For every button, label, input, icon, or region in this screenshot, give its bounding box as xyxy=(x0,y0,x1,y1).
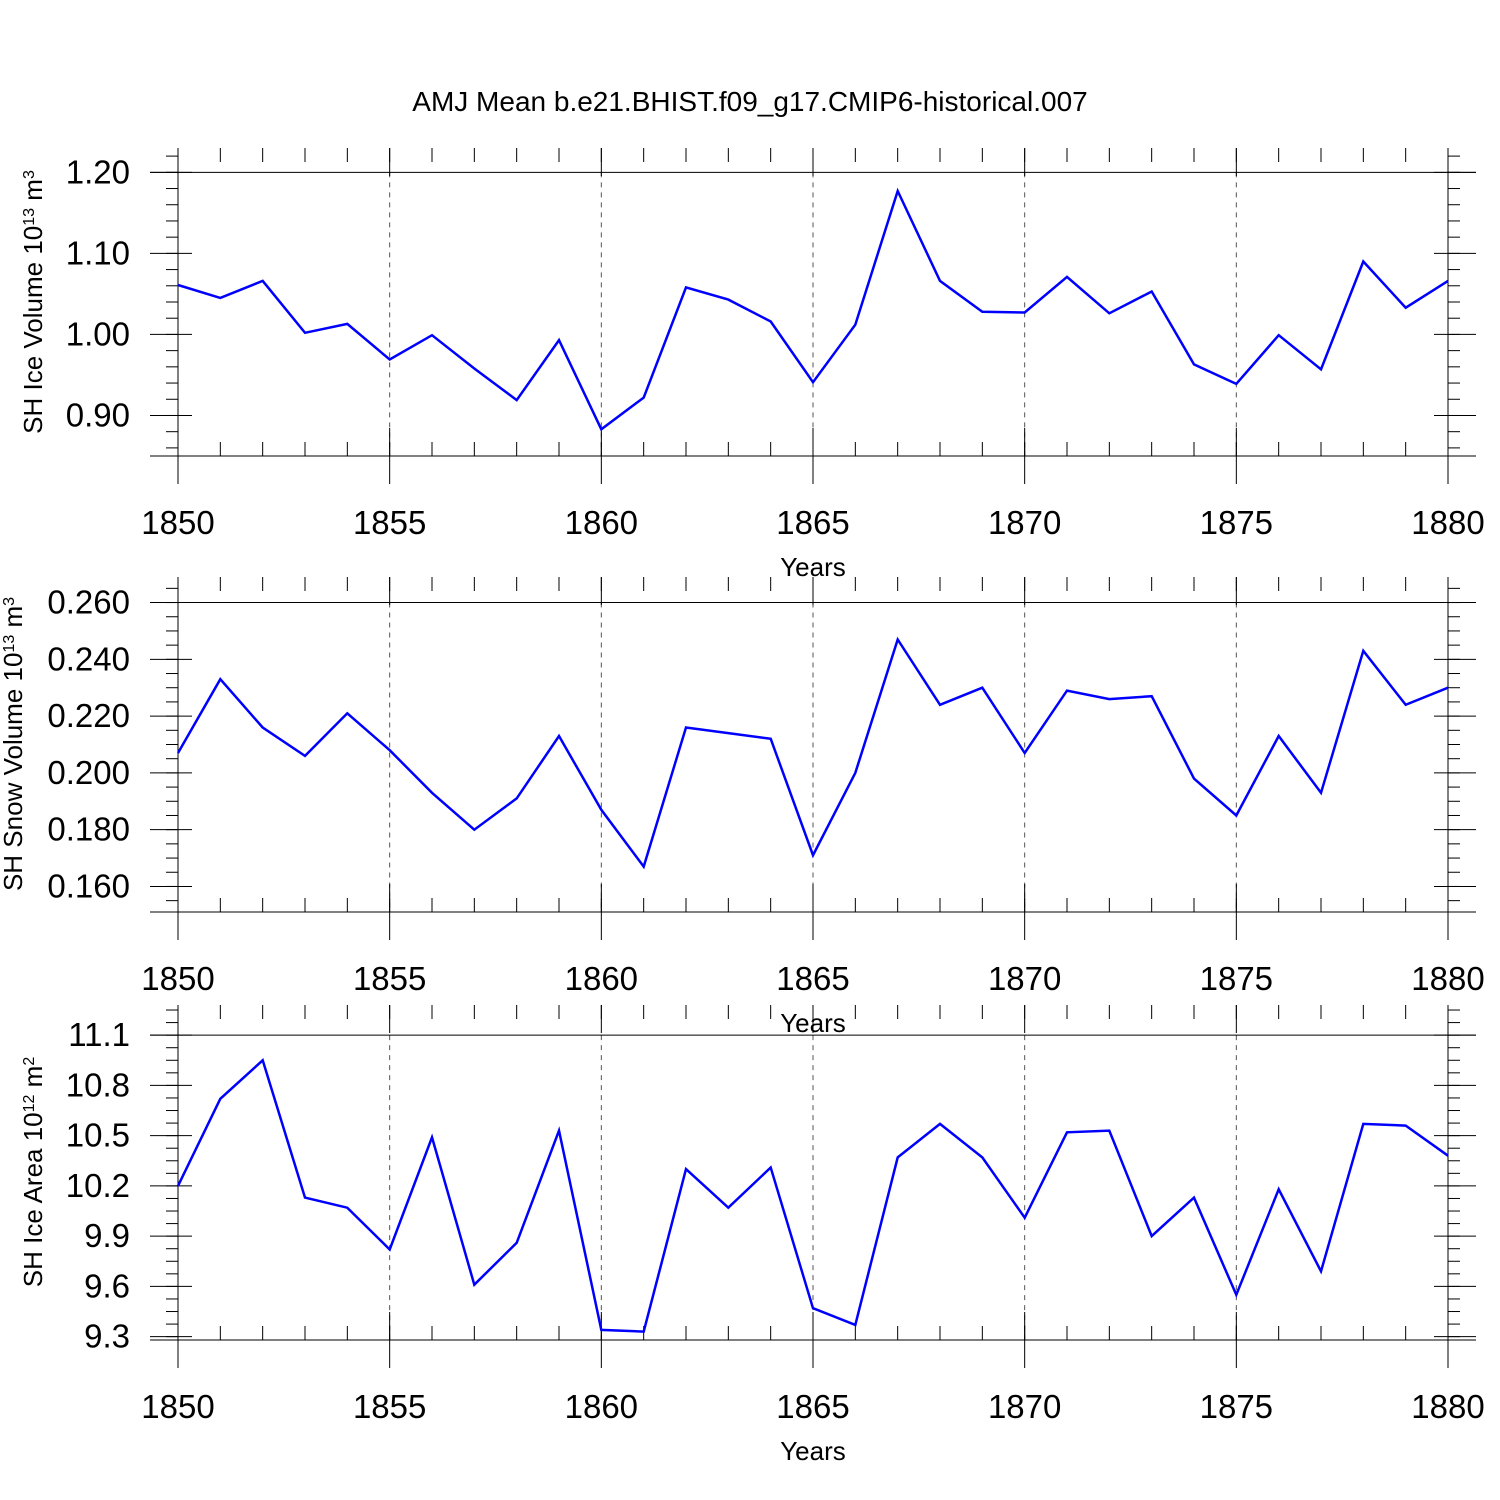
series-line xyxy=(177,187,1449,432)
y-axis-title: SH Ice Volume 1013 m3 xyxy=(18,170,48,434)
y-tick-label: 0.180 xyxy=(47,811,130,848)
x-tick-label: 1870 xyxy=(988,1388,1061,1425)
y-tick-label: 0.220 xyxy=(47,697,130,734)
y-tick-label: 10.5 xyxy=(66,1117,130,1154)
y-axis-title-exponent: 3 xyxy=(21,170,38,179)
series-line xyxy=(176,1058,1449,1333)
y-axis-title-text: m xyxy=(18,1066,48,1095)
y-tick-label: 0.240 xyxy=(47,640,130,677)
y-axis-title-text: SH Snow Volume 10 xyxy=(0,653,28,891)
x-tick-label: 1875 xyxy=(1200,1388,1273,1425)
y-tick-label: 0.160 xyxy=(47,867,130,904)
y-tick-label: 0.260 xyxy=(47,584,130,621)
x-tick-label: 1870 xyxy=(988,504,1061,541)
x-tick-label: 1880 xyxy=(1411,1388,1484,1425)
y-tick-label: 10.8 xyxy=(66,1066,130,1103)
x-tick-label: 1875 xyxy=(1200,960,1273,997)
y-tick-label: 9.6 xyxy=(84,1267,130,1304)
y-tick-label: 0.90 xyxy=(66,396,130,433)
x-tick-label: 1850 xyxy=(141,960,214,997)
x-tick-label: 1855 xyxy=(353,504,426,541)
chart-panel-1: 0.90 1.00 1.10 1.20 1850 1855 1860 1865 1870 1875… xyxy=(18,148,1485,582)
x-tick-label: 1850 xyxy=(141,504,214,541)
y-axis-title-text: SH Ice Volume 10 xyxy=(18,226,48,434)
y-axis-title-exponent: 3 xyxy=(1,597,18,606)
x-tick-label: 1880 xyxy=(1411,960,1484,997)
x-tick-label: 1860 xyxy=(565,960,638,997)
x-tick-label: 1865 xyxy=(776,960,849,997)
series-line xyxy=(176,636,1449,870)
y-axis-title-exponent: 12 xyxy=(21,1094,38,1112)
y-axis-title-exponent: 2 xyxy=(21,1057,38,1066)
x-tick-label: 1855 xyxy=(353,1388,426,1425)
chart-panel-3: 9.3 9.6 9.9 10.2 10.5 10.8 11.1 1850 1855 1860 186… xyxy=(18,1005,1485,1466)
y-tick-label: 9.3 xyxy=(84,1318,130,1355)
y-axis-title-text: m xyxy=(18,179,48,208)
x-tick-label: 1870 xyxy=(988,960,1061,997)
x-tick-label: 1865 xyxy=(776,504,849,541)
x-tick-label: 1860 xyxy=(565,504,638,541)
y-axis-title: SH Snow Volume 1013 m3 xyxy=(0,597,28,891)
y-axis-title-exponent: 13 xyxy=(1,635,18,653)
y-axis-title-text: m xyxy=(0,606,28,635)
y-axis-title-exponent: 13 xyxy=(21,208,38,226)
y-tick-label: 1.10 xyxy=(66,234,130,271)
y-tick-label: 1.00 xyxy=(66,315,130,352)
y-axis-title: SH Ice Area 1012 m2 xyxy=(18,1057,48,1288)
x-tick-label: 1865 xyxy=(776,1388,849,1425)
y-tick-label: 1.20 xyxy=(66,153,130,190)
x-tick-label: 1855 xyxy=(353,960,426,997)
y-tick-label: 9.9 xyxy=(84,1217,130,1254)
x-tick-label: 1880 xyxy=(1411,504,1484,541)
y-tick-label: 11.1 xyxy=(68,1016,130,1053)
x-tick-label: 1860 xyxy=(565,1388,638,1425)
x-axis-title: Years xyxy=(780,1436,846,1466)
y-axis-title-text: SH Ice Area 10 xyxy=(18,1112,48,1287)
y-tick-label: 0.200 xyxy=(47,754,130,791)
chart-title: AMJ Mean b.e21.BHIST.f09_g17.CMIP6-histo… xyxy=(412,86,1087,117)
chart-panel-2: 0.160 0.180 0.200 0.220 0.240 0.260 1850 1855 18… xyxy=(0,577,1485,1038)
y-tick-label: 10.2 xyxy=(66,1167,130,1204)
x-tick-label: 1875 xyxy=(1200,504,1273,541)
x-tick-label: 1850 xyxy=(141,1388,214,1425)
